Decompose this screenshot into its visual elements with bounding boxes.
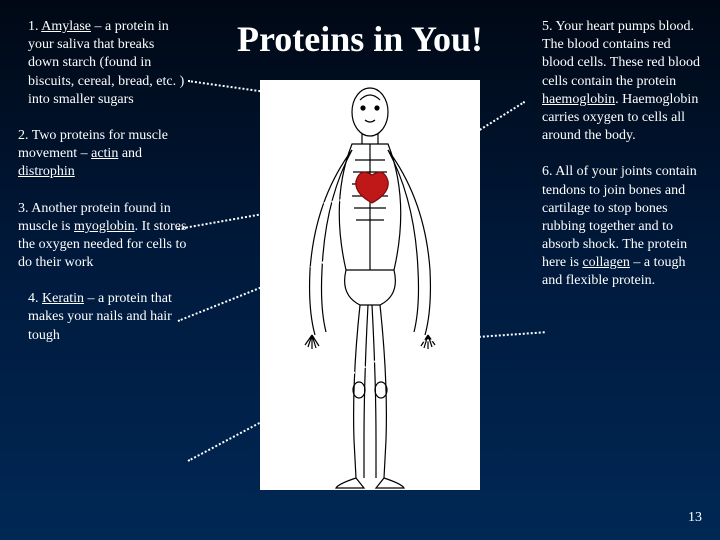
fact-1-num: 1. (28, 19, 41, 34)
human-body-icon (260, 80, 480, 490)
fact-6: 6. All of your joints contain tendons to… (542, 163, 702, 290)
fact-2: 2. Two proteins for muscle movement – ac… (18, 127, 188, 182)
left-column: 1. Amylase – a protein in your saliva th… (18, 18, 188, 363)
fact-6-keyword: collagen (582, 255, 629, 270)
slide-title: Proteins in You! (237, 18, 483, 60)
fact-5-keyword: haemoglobin (542, 92, 615, 107)
fact-4-keyword: Keratin (42, 291, 84, 306)
page-number: 13 (688, 510, 702, 526)
right-column: 5. Your heart pumps blood. The blood con… (542, 18, 702, 309)
fact-2-keyword-2: distrophin (18, 164, 75, 179)
fact-3-keyword: myoglobin (74, 219, 135, 234)
anatomy-figure (260, 80, 480, 490)
fact-4: 4. Keratin – a protein that makes your n… (28, 290, 188, 345)
fact-5: 5. Your heart pumps blood. The blood con… (542, 18, 702, 145)
fact-2-mid: and (118, 146, 142, 161)
fact-5-pre: 5. Your heart pumps blood. The blood con… (542, 19, 700, 89)
fact-2-keyword-1: actin (91, 146, 118, 161)
fact-3: 3. Another protein found in muscle is my… (18, 200, 188, 273)
fact-4-num: 4. (28, 291, 42, 306)
fact-1-keyword: Amylase (41, 19, 91, 34)
fact-1: 1. Amylase – a protein in your saliva th… (28, 18, 188, 109)
